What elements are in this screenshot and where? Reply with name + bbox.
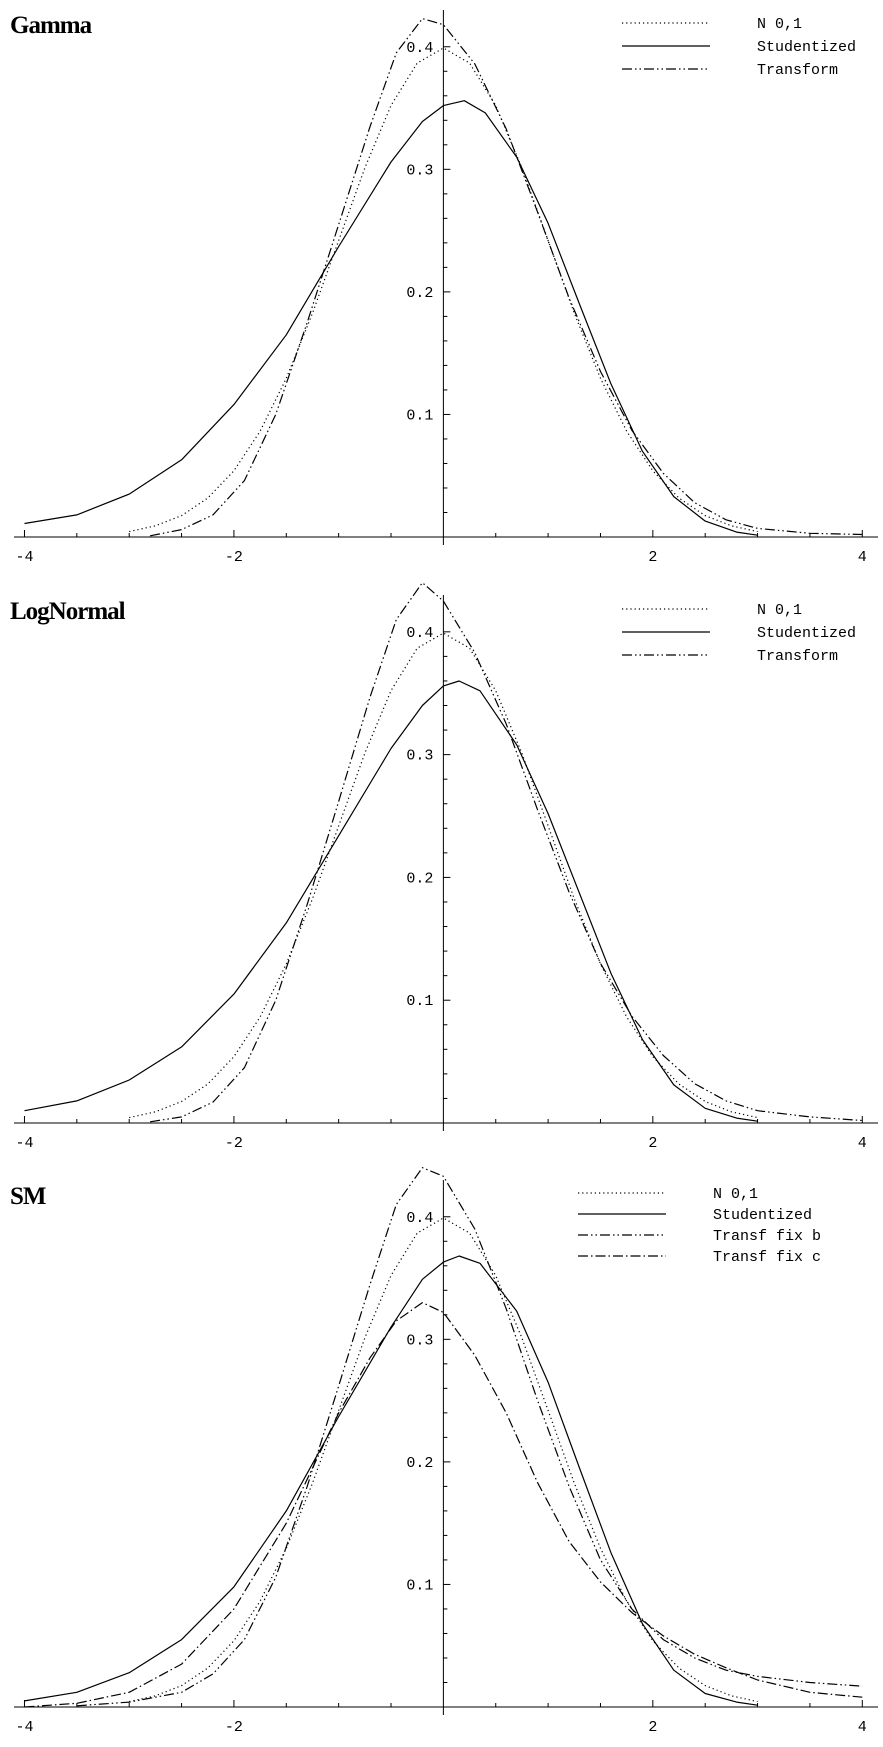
series-line-3: [76, 1167, 863, 1707]
y-tick-label: 0.2: [406, 1455, 433, 1472]
chart-panel-3: -4 -2 2 4 0.1 0.2 0.3 0.4 SM N 0,1 Studentized Tran…: [10, 1167, 878, 1736]
chart-title: SM: [10, 1183, 46, 1210]
legend-entry: Transform: [757, 62, 838, 79]
series-line-2: [24, 1255, 758, 1706]
y-tick-label: 0.4: [406, 625, 433, 642]
legend-entry: N 0,1: [757, 16, 802, 33]
x-tick-label: -4: [15, 1135, 33, 1152]
x-tick-label: 2: [648, 1135, 657, 1152]
y-tick-label: 0.1: [406, 993, 433, 1010]
series-line-3: [149, 18, 863, 537]
legend: N 0,1 Studentized Transf fix b Transf fix c: [578, 1186, 821, 1266]
legend-entry: Studentized: [713, 1207, 812, 1224]
y-tick-label: 0.3: [406, 748, 433, 765]
x-tick-label: 4: [858, 1719, 867, 1736]
x-tick-label: 2: [648, 1719, 657, 1736]
x-tick-label: -4: [15, 1719, 33, 1736]
series-line-2: [24, 680, 758, 1122]
legend-entry: Studentized: [757, 625, 856, 642]
legend: N 0,1 Studentized Transform: [622, 602, 856, 665]
legend: N 0,1 Studentized Transform: [622, 16, 856, 79]
y-tick-label: 0.1: [406, 407, 433, 424]
legend-entry: Transf fix c: [713, 1249, 821, 1266]
chart-title: LogNormal: [10, 598, 126, 625]
legend-entry: N 0,1: [757, 602, 802, 619]
legend-entry: Transform: [757, 648, 838, 665]
y-tick-label: 0.2: [406, 285, 433, 302]
series-line-4: [24, 1302, 863, 1708]
chart-panel-1: -4 -2 2 4 0.1 0.2 0.3 0.4 Gamma N 0,1 Studentized T…: [10, 10, 878, 566]
series-line-3: [150, 582, 863, 1123]
legend-entry: N 0,1: [713, 1186, 758, 1203]
y-tick-label: 0.3: [406, 162, 433, 179]
series-line-2: [24, 100, 758, 536]
x-tick-label: 2: [648, 549, 657, 566]
y-tick-label: 0.4: [406, 1210, 433, 1227]
x-tick-label: -2: [225, 549, 243, 566]
y-tick-label: 0.2: [406, 870, 433, 887]
legend-entry: Studentized: [757, 39, 856, 56]
chart-title: Gamma: [10, 12, 93, 39]
chart-panel-2: -4 -2 2 4 0.1 0.2 0.3 0.4 LogNormal N 0,1 Studenti…: [10, 582, 878, 1152]
x-tick-label: -2: [225, 1135, 243, 1152]
y-tick-label: 0.1: [406, 1577, 433, 1594]
x-tick-label: 4: [858, 1135, 867, 1152]
x-tick-label: -4: [15, 549, 33, 566]
x-tick-label: -2: [225, 1719, 243, 1736]
x-tick-label: 4: [858, 549, 867, 566]
y-tick-label: 0.3: [406, 1332, 433, 1349]
legend-entry: Transf fix b: [713, 1228, 821, 1245]
y-tick-label: 0.4: [406, 40, 433, 57]
